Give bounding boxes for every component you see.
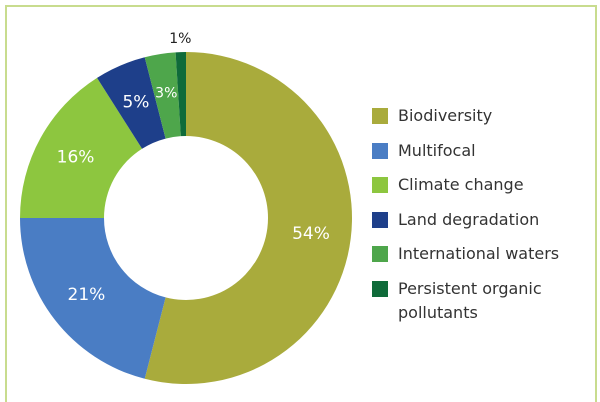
- donut-slice: [20, 218, 166, 379]
- legend-label: International waters: [398, 244, 560, 263]
- donut-slice: [97, 57, 166, 149]
- legend-swatch: [372, 142, 388, 159]
- legend-swatch: [372, 246, 388, 262]
- legend-item: Biodiversity: [370, 104, 570, 139]
- value-label: 16%: [57, 147, 95, 167]
- legend-item: Persistent organic pollutants: [370, 277, 570, 322]
- value-label: 5%: [122, 92, 149, 112]
- legend-label: Multifocal: [398, 140, 476, 160]
- legend-swatch: [372, 108, 388, 124]
- legend-swatch: [372, 211, 388, 228]
- donut-slice: [20, 77, 143, 218]
- legend-item: Climate change: [370, 173, 570, 208]
- legend-item: International waters: [370, 242, 570, 277]
- legend: Biodiversity Multifocal Climate change Land…: [370, 104, 570, 322]
- value-label: 3%: [155, 86, 177, 102]
- legend-label: Land degradation: [398, 209, 540, 229]
- legend-swatch: [372, 177, 388, 193]
- donut-slice: [144, 52, 181, 139]
- donut-slice: [144, 52, 353, 384]
- legend-label: Climate change: [398, 175, 524, 194]
- legend-label: Biodiversity: [398, 106, 493, 125]
- legend-item: Land degradation: [370, 208, 570, 243]
- legend-label: Persistent organic pollutants: [398, 278, 542, 322]
- value-label: 54%: [292, 224, 330, 244]
- value-label: 21%: [68, 285, 106, 305]
- legend-swatch: [372, 280, 388, 297]
- legend-item: Multifocal: [370, 139, 570, 174]
- donut-slice: [175, 52, 186, 137]
- value-label: 1%: [169, 31, 191, 47]
